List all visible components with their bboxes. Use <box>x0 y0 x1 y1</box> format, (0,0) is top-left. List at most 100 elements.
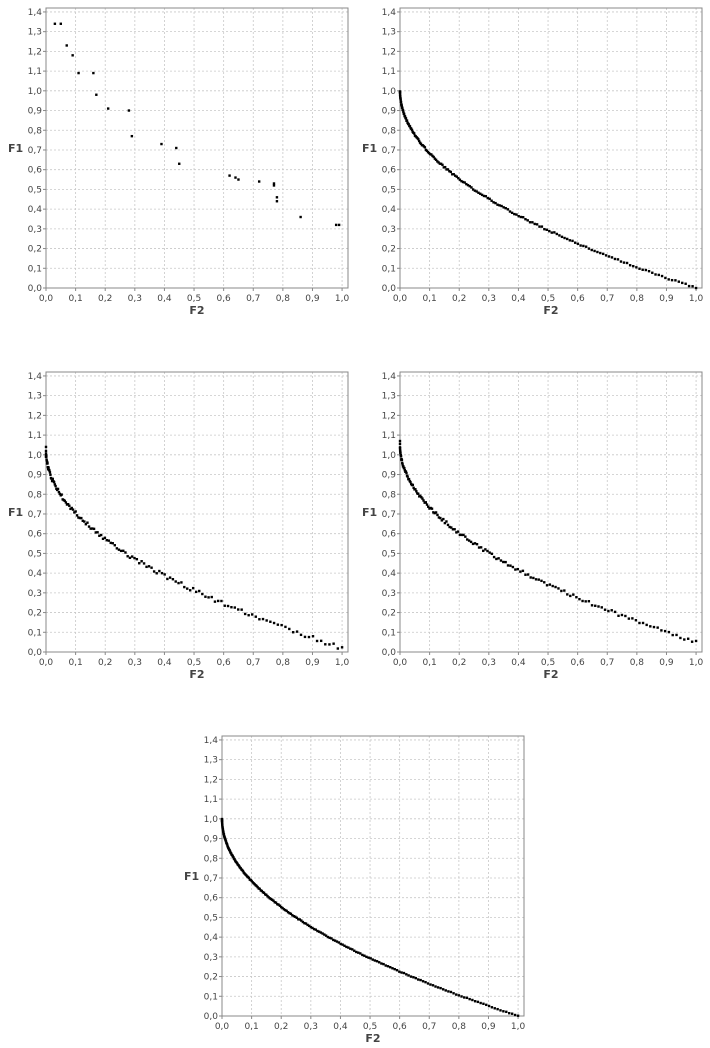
data-point <box>495 557 498 561</box>
y-tick-label: 0,3 <box>382 589 396 599</box>
data-point <box>299 215 302 219</box>
data-point <box>92 71 95 75</box>
data-point <box>213 600 217 603</box>
data-point <box>516 567 520 571</box>
data-point <box>412 486 415 490</box>
data-point <box>494 201 497 205</box>
data-point <box>335 940 339 943</box>
data-point <box>475 542 479 546</box>
data-point <box>334 223 338 227</box>
data-point <box>436 160 439 163</box>
data-point <box>282 908 286 911</box>
data-point <box>506 564 510 567</box>
data-point <box>468 184 471 188</box>
data-point <box>548 229 551 233</box>
data-point <box>596 250 599 254</box>
data-point <box>273 901 276 904</box>
data-point <box>269 897 273 901</box>
data-point <box>297 918 300 921</box>
data-point <box>593 249 596 253</box>
data-point <box>369 957 372 960</box>
data-point <box>407 974 410 977</box>
data-point <box>535 223 539 226</box>
data-point <box>119 549 123 553</box>
data-point <box>56 487 60 491</box>
data-point <box>462 533 465 537</box>
data-point <box>77 516 80 519</box>
data-point <box>304 922 308 925</box>
data-point <box>558 234 561 237</box>
data-point <box>247 876 251 880</box>
data-point <box>277 903 280 906</box>
data-point <box>447 990 450 993</box>
data-point <box>45 459 48 462</box>
data-point <box>298 918 301 921</box>
y-tick-label: 0,9 <box>28 107 43 117</box>
data-point <box>421 497 424 500</box>
data-point <box>419 142 423 145</box>
data-point <box>590 248 593 252</box>
data-point <box>285 909 288 913</box>
data-point <box>323 933 326 936</box>
data-point <box>341 943 344 946</box>
data-point <box>449 990 453 994</box>
data-point <box>115 547 119 550</box>
x-tick-label: 1,0 <box>689 658 704 668</box>
data-point <box>50 477 53 480</box>
data-point <box>519 570 522 573</box>
data-point <box>412 976 415 979</box>
data-point <box>434 511 438 514</box>
x-axis-label: F2 <box>543 668 558 681</box>
data-point <box>488 551 491 554</box>
y-tick-label: 0,1 <box>204 992 218 1002</box>
y-tick-label: 1,4 <box>28 372 43 382</box>
data-point <box>610 256 614 259</box>
data-point <box>311 635 315 638</box>
data-point <box>456 530 460 533</box>
data-point <box>548 583 552 586</box>
x-tick-label: 0,8 <box>276 294 291 304</box>
data-point <box>399 98 402 102</box>
data-point <box>610 609 613 612</box>
data-point <box>683 638 686 641</box>
data-point <box>677 280 681 283</box>
data-point <box>566 237 569 241</box>
data-point <box>393 967 396 971</box>
data-point <box>363 954 366 957</box>
data-point <box>91 527 94 530</box>
data-point <box>339 942 342 946</box>
x-tick-label: 0,2 <box>452 658 466 668</box>
x-tick-label: 0,9 <box>481 1022 496 1032</box>
data-point <box>464 535 467 538</box>
data-point <box>424 980 427 984</box>
data-point <box>251 613 254 616</box>
data-point <box>288 911 291 915</box>
data-point <box>44 455 48 458</box>
x-tick-label: 0,3 <box>128 658 142 668</box>
y-tick-label: 0,4 <box>382 205 397 215</box>
data-point <box>135 557 139 561</box>
data-point <box>207 596 210 599</box>
data-point <box>404 470 408 473</box>
data-point <box>473 189 477 192</box>
data-point <box>308 924 311 928</box>
data-point <box>250 879 253 883</box>
data-point <box>399 451 402 454</box>
y-tick-label: 0,0 <box>382 648 397 658</box>
x-tick-label: 0,3 <box>304 1022 318 1032</box>
data-point <box>466 538 469 541</box>
data-point <box>404 117 408 120</box>
data-point <box>528 221 532 224</box>
x-tick-label: 0,7 <box>600 294 614 304</box>
data-point <box>473 542 477 545</box>
data-point <box>504 206 507 210</box>
data-point <box>603 608 607 611</box>
data-point <box>499 559 503 562</box>
data-point <box>616 258 620 261</box>
data-point <box>487 1004 491 1008</box>
data-point <box>513 212 516 216</box>
x-tick-label: 0,8 <box>452 1022 467 1032</box>
x-tick-label: 0,6 <box>570 294 585 304</box>
data-point <box>337 223 341 227</box>
